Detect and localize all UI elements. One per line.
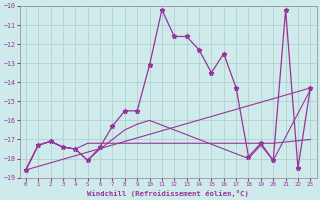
X-axis label: Windchill (Refroidissement éolien,°C): Windchill (Refroidissement éolien,°C): [87, 190, 249, 197]
